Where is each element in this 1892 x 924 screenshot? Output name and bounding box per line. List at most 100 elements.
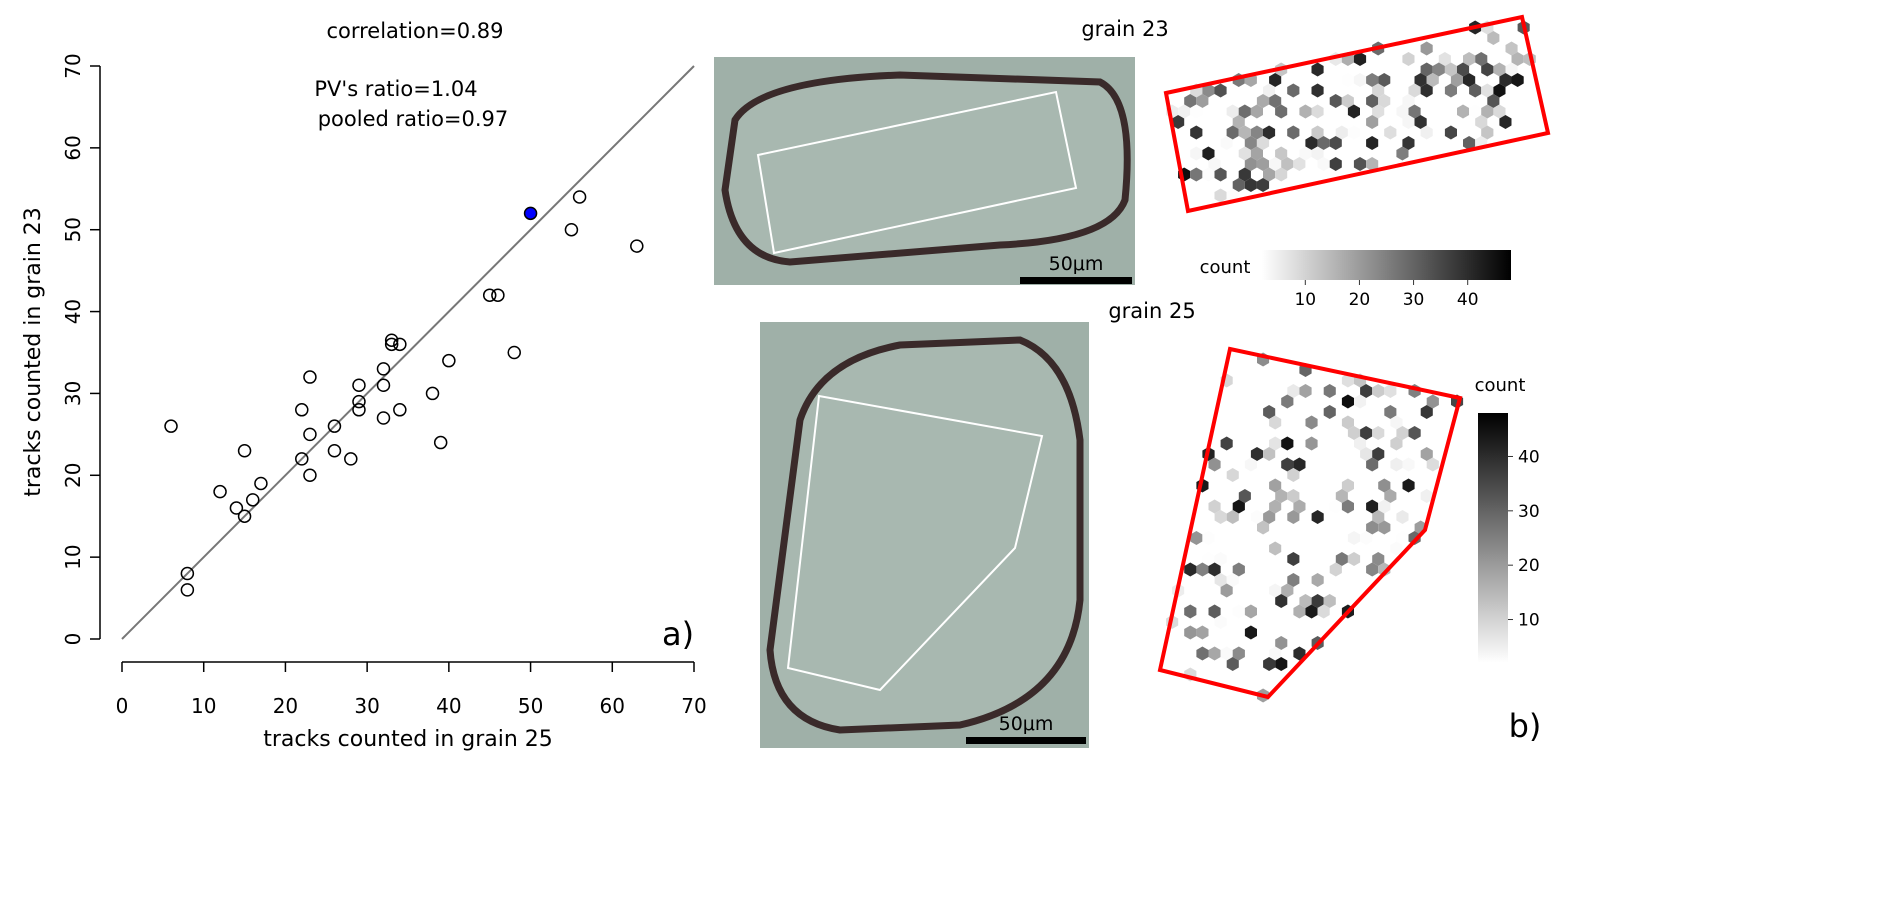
hex-cell [1341,73,1354,87]
y-tick-label: 0 [61,633,85,646]
hex-cell [1190,125,1203,140]
hex-cell [1317,136,1330,150]
hex-cell [1214,573,1227,587]
hex-cell [1305,136,1318,150]
hex-cell [1378,73,1391,87]
hex-cell [1287,573,1300,587]
data-point [303,427,317,442]
hex-cell [1463,52,1476,66]
grain-23-micrograph: 50μm [714,57,1135,285]
y-tick-label: 30 [61,381,85,406]
data-point [213,484,227,499]
hex-cell [1384,405,1397,419]
hex-cell [1238,489,1251,503]
hex-cell [1269,583,1282,598]
hex-cell [1354,436,1367,451]
hex-cell [1426,73,1439,87]
hex-cell [1329,94,1342,108]
hex-cell [1275,104,1288,119]
hex-cell [1281,583,1294,598]
hex-cell [1402,115,1415,129]
hex-cell [1420,62,1433,77]
highlighted-data-point [523,206,538,221]
hex-cell [1481,104,1494,119]
data-point [229,501,244,515]
reference-line [121,65,695,640]
data-point [295,403,309,417]
hex-cell [1360,447,1373,461]
hex-cell [1263,125,1276,140]
hex-cell [1414,73,1427,87]
hex-cell [1414,115,1427,129]
data-point [482,288,497,302]
hex-cell [1420,125,1433,140]
hex-cell [1378,562,1391,577]
hex-cell [1214,552,1227,566]
hex-cell [1269,436,1282,451]
hex-cell [1499,73,1512,87]
hex-cell [1481,125,1494,140]
hex-cell [1196,625,1209,640]
data-point [442,353,456,368]
hex-cell [1360,384,1373,398]
colorbar-tick-label: 20 [1349,290,1371,310]
hex-cell [1275,657,1288,671]
hex-cell [1256,94,1270,108]
hex-cell [1396,104,1409,119]
hex-cell [1214,510,1227,524]
hex-cell [1281,436,1294,451]
grain-23-hexbin-map [1166,20,1536,203]
data-point [491,288,505,302]
hex-cell [1317,157,1330,171]
hex-cell [1208,646,1221,661]
hex-cell [1184,94,1197,108]
hex-cell [1275,489,1288,503]
hex-cell [1244,625,1257,640]
hex-cell [1329,136,1342,150]
grain-23-outline [1163,14,1551,214]
colorbar-tick-label: 40 [1518,447,1540,467]
hex-cell [1366,562,1379,577]
x-tick-label: 60 [600,694,625,718]
hex-cell [1208,562,1221,577]
hex-cell [1366,94,1379,108]
hex-cell [1196,94,1209,108]
hex-cell [1402,52,1415,66]
hex-cell [1293,604,1306,619]
data-point [630,239,644,253]
colorbar-tick-label: 10 [1294,290,1316,310]
hex-cell [1281,157,1294,171]
hex-cell [1432,62,1445,77]
hex-cell [1329,499,1342,514]
colorbar-tick-label: 30 [1403,290,1425,310]
data-point [376,362,391,376]
data-point [376,411,391,425]
hex-cell [1341,415,1354,430]
hex-cell [1226,125,1239,140]
hex-cell [1329,562,1342,577]
hex-cell [1220,646,1233,661]
x-tick-label: 0 [116,694,129,718]
hex-cell [1402,457,1415,472]
hex-cell [1196,562,1209,577]
hex-cell [1232,115,1245,129]
data-point [303,370,317,384]
hex-cell [1384,489,1397,503]
hex-cell [1244,178,1257,192]
hex-cell [1396,146,1409,161]
y-tick-label: 10 [61,544,85,569]
hex-cell [1238,104,1251,119]
data-point [376,378,391,392]
data-point [352,394,366,409]
hex-cell [1226,573,1239,587]
x-tick-label: 70 [681,694,706,718]
scale-bar-label-grain-23: 50μm [1049,253,1104,275]
data-point [507,345,521,360]
data-point [384,337,399,352]
hex-cell [1426,457,1439,472]
hex-cell [1341,478,1354,493]
hex-cell [1511,73,1524,87]
hex-cell [1281,394,1294,409]
hex-cell [1378,499,1391,514]
hex-cell [1444,83,1457,98]
